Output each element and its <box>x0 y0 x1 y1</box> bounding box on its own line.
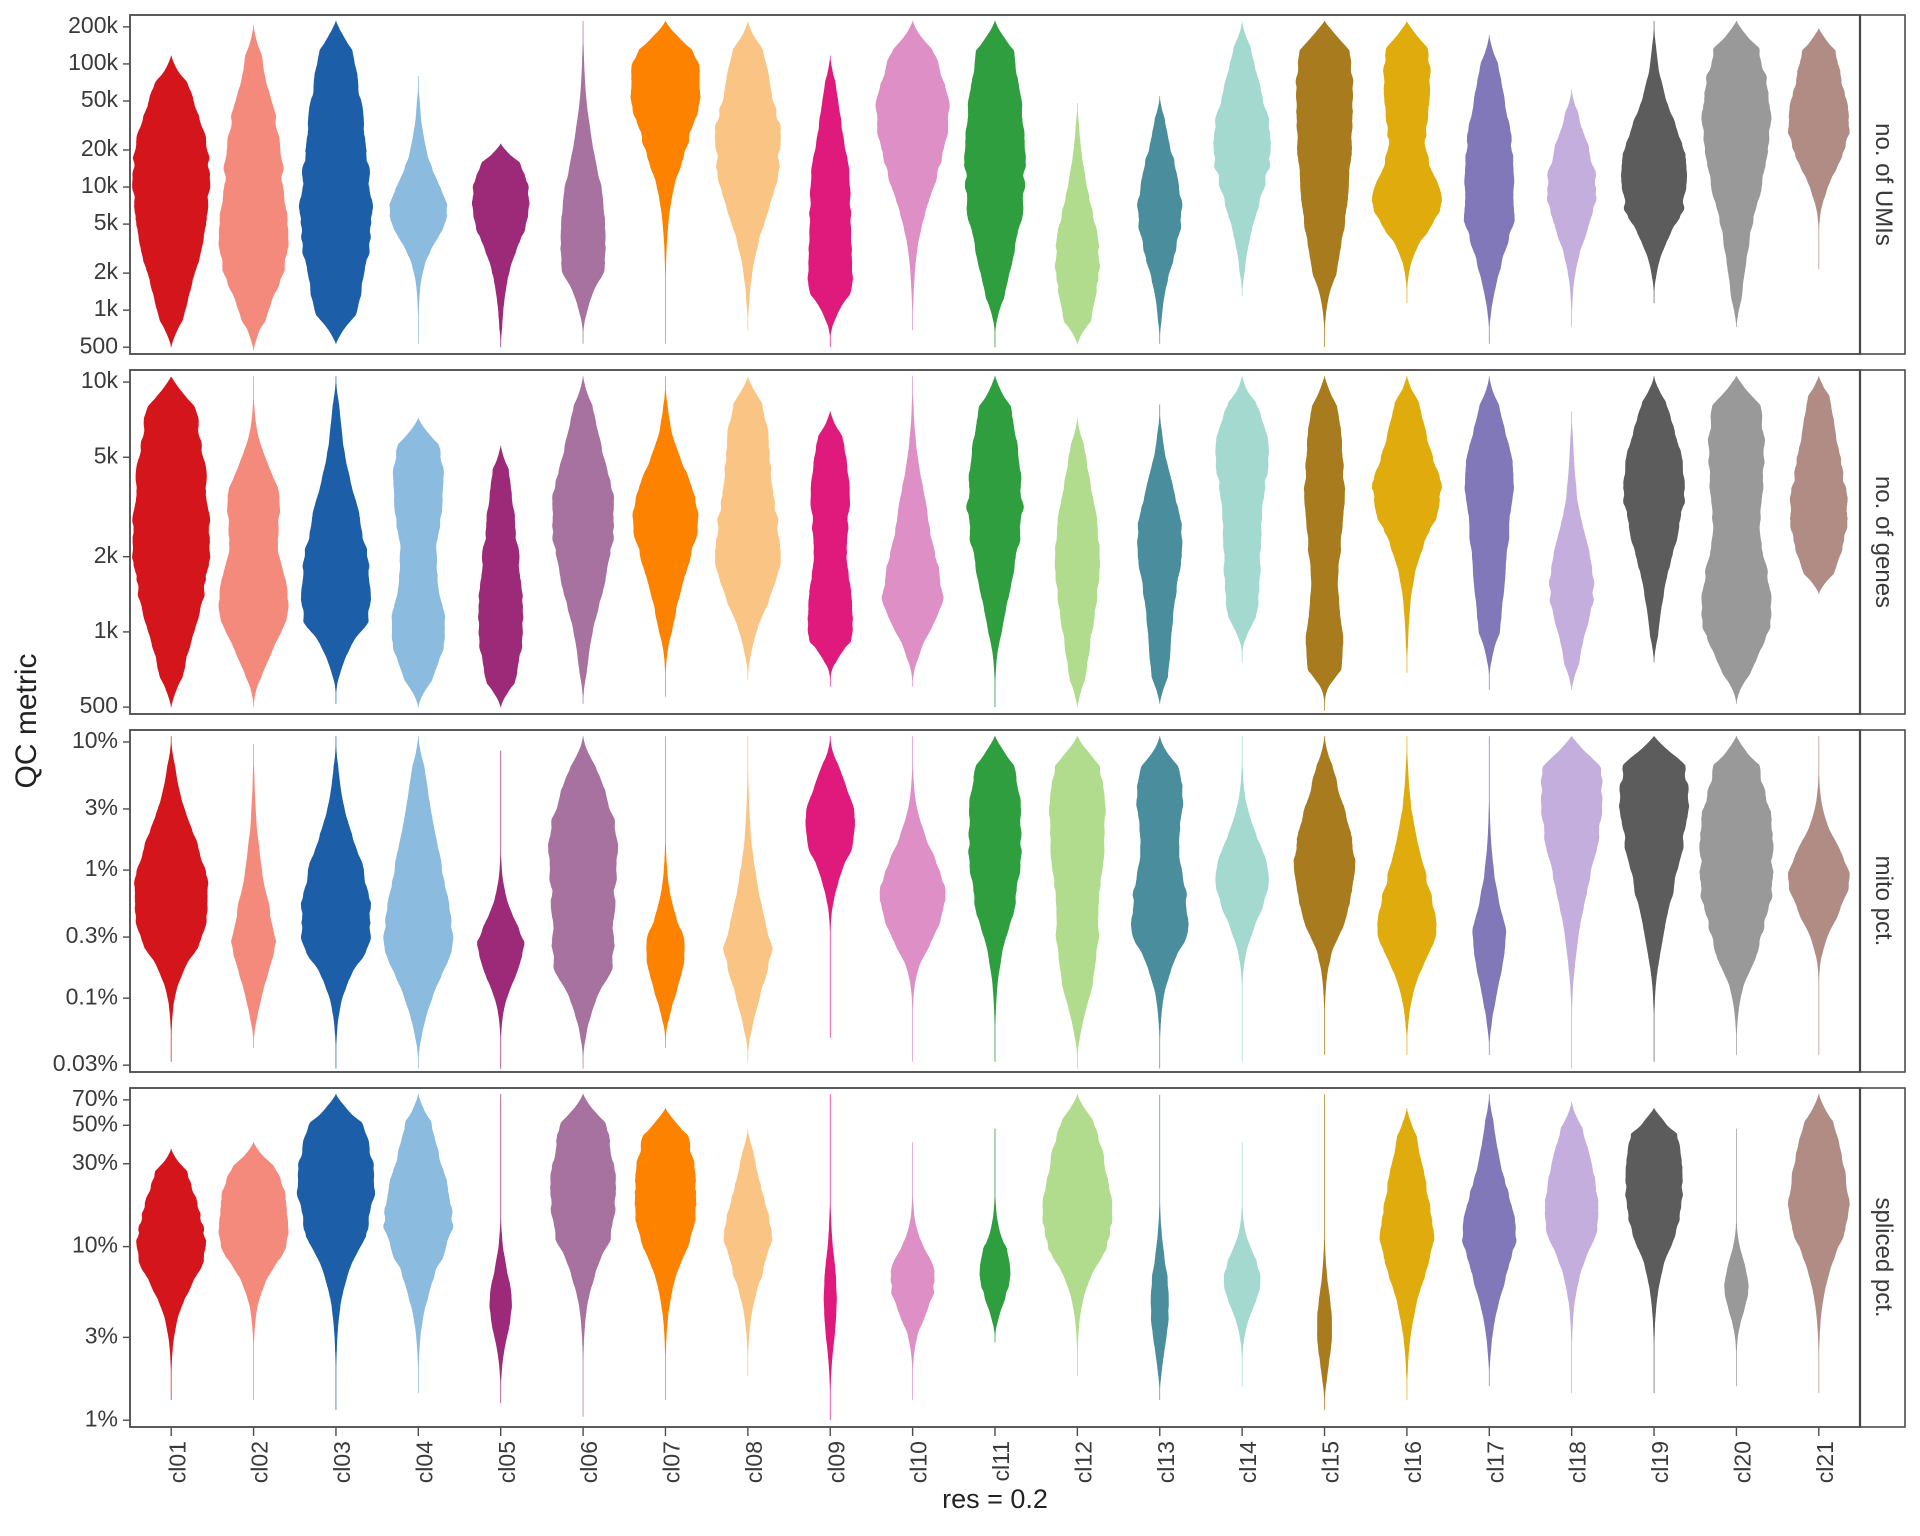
svg-text:0.3%: 0.3% <box>66 922 118 948</box>
svg-text:cl20: cl20 <box>1730 1441 1756 1483</box>
svg-text:70%: 70% <box>72 1085 118 1111</box>
svg-text:cl17: cl17 <box>1482 1441 1508 1483</box>
svg-text:10%: 10% <box>72 1232 118 1258</box>
svg-text:1%: 1% <box>85 1405 118 1431</box>
svg-text:50%: 50% <box>72 1110 118 1136</box>
svg-text:30%: 30% <box>72 1149 118 1175</box>
svg-text:0.1%: 0.1% <box>66 983 118 1009</box>
svg-text:cl07: cl07 <box>659 1441 685 1483</box>
svg-text:cl03: cl03 <box>329 1441 355 1483</box>
svg-text:5k: 5k <box>94 209 119 235</box>
svg-text:no. of genes: no. of genes <box>1870 476 1897 608</box>
svg-text:cl11: cl11 <box>988 1441 1014 1482</box>
svg-text:cl18: cl18 <box>1565 1441 1591 1483</box>
svg-text:2k: 2k <box>94 258 119 284</box>
svg-text:1k: 1k <box>94 295 119 321</box>
svg-text:3%: 3% <box>85 794 118 820</box>
svg-text:cl12: cl12 <box>1070 1441 1096 1483</box>
svg-text:cl08: cl08 <box>741 1441 767 1483</box>
svg-text:cl21: cl21 <box>1812 1441 1838 1483</box>
svg-text:res = 0.2: res = 0.2 <box>942 1484 1048 1514</box>
svg-text:cl09: cl09 <box>823 1441 849 1483</box>
svg-text:2k: 2k <box>94 542 119 568</box>
svg-text:cl10: cl10 <box>906 1441 932 1483</box>
svg-text:cl14: cl14 <box>1235 1441 1261 1483</box>
svg-text:20k: 20k <box>81 135 119 161</box>
svg-text:500: 500 <box>80 332 118 358</box>
svg-text:5k: 5k <box>94 442 119 468</box>
svg-text:cl16: cl16 <box>1400 1441 1426 1483</box>
svg-text:50k: 50k <box>81 86 119 112</box>
svg-text:QC metric: QC metric <box>10 654 43 789</box>
svg-text:3%: 3% <box>85 1322 118 1348</box>
svg-text:cl13: cl13 <box>1153 1441 1179 1483</box>
svg-text:10%: 10% <box>72 727 118 753</box>
svg-text:cl02: cl02 <box>247 1441 273 1483</box>
svg-text:mito pct.: mito pct. <box>1870 856 1897 947</box>
svg-text:10k: 10k <box>81 367 119 393</box>
svg-text:cl01: cl01 <box>164 1441 190 1483</box>
svg-text:cl06: cl06 <box>576 1441 602 1483</box>
svg-text:cl04: cl04 <box>411 1441 437 1483</box>
svg-text:10k: 10k <box>81 172 119 198</box>
svg-text:cl05: cl05 <box>494 1441 520 1483</box>
svg-text:no. of UMIs: no. of UMIs <box>1870 123 1897 246</box>
svg-text:1%: 1% <box>85 855 118 881</box>
svg-text:1k: 1k <box>94 617 119 643</box>
svg-text:200k: 200k <box>68 12 118 38</box>
svg-text:0.03%: 0.03% <box>53 1050 118 1076</box>
svg-text:cl15: cl15 <box>1318 1441 1344 1483</box>
svg-text:spliced pct.: spliced pct. <box>1870 1197 1897 1317</box>
svg-text:cl19: cl19 <box>1647 1441 1673 1483</box>
svg-text:500: 500 <box>80 692 118 718</box>
svg-text:100k: 100k <box>68 49 118 75</box>
